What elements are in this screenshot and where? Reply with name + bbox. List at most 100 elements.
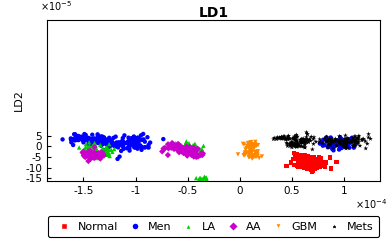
Point xyxy=(109,140,115,144)
Point xyxy=(298,141,304,145)
Point xyxy=(299,155,305,159)
Point xyxy=(85,137,91,141)
Point xyxy=(350,136,356,140)
Point xyxy=(314,162,320,166)
Point xyxy=(131,135,137,138)
Point xyxy=(278,136,284,140)
Point xyxy=(294,164,301,168)
Point xyxy=(105,151,112,155)
Point xyxy=(98,137,105,141)
Point xyxy=(81,138,87,142)
Point xyxy=(190,143,196,147)
Point xyxy=(114,157,121,161)
Point xyxy=(340,139,346,143)
Point xyxy=(178,147,184,151)
Point xyxy=(127,140,133,144)
Point xyxy=(342,139,348,143)
Point xyxy=(244,144,250,148)
Point xyxy=(327,137,333,141)
Point xyxy=(249,145,255,148)
Point xyxy=(174,142,180,146)
Point xyxy=(87,147,94,150)
Point xyxy=(296,158,303,162)
Point xyxy=(68,138,74,142)
Point xyxy=(295,142,301,146)
Point xyxy=(344,136,350,140)
Point xyxy=(175,145,181,149)
Point xyxy=(112,143,118,147)
Point xyxy=(250,144,256,147)
Point xyxy=(247,152,254,156)
Point xyxy=(175,145,181,149)
Point xyxy=(193,176,199,180)
Point xyxy=(280,136,287,140)
Point xyxy=(337,142,343,146)
Point xyxy=(306,157,312,161)
Point xyxy=(294,145,300,149)
Point xyxy=(359,138,365,142)
Point xyxy=(132,137,139,141)
Point xyxy=(292,142,298,146)
Point xyxy=(93,152,100,156)
Point xyxy=(352,141,359,145)
Point xyxy=(302,141,309,145)
Point xyxy=(235,152,241,156)
Point xyxy=(247,142,254,146)
Point xyxy=(100,142,106,146)
Point xyxy=(309,147,316,151)
Point xyxy=(309,163,315,167)
Point xyxy=(242,152,249,156)
Point xyxy=(184,152,191,156)
Point xyxy=(186,141,192,145)
Point xyxy=(336,142,342,146)
Point xyxy=(352,140,358,144)
Point xyxy=(303,130,310,134)
Point xyxy=(113,135,119,139)
Point xyxy=(305,160,311,164)
Point xyxy=(341,140,348,144)
Point xyxy=(85,149,91,153)
Point xyxy=(307,139,314,143)
Point xyxy=(299,141,306,145)
Point xyxy=(317,165,323,169)
Point xyxy=(330,148,337,152)
Point xyxy=(292,134,298,138)
Point xyxy=(91,148,97,152)
Point xyxy=(310,142,317,146)
Point xyxy=(308,159,314,162)
Point xyxy=(92,139,98,143)
Point xyxy=(343,137,349,141)
Point xyxy=(278,135,285,139)
Point xyxy=(287,143,293,147)
Point xyxy=(295,158,301,162)
Point xyxy=(296,159,302,163)
Point xyxy=(310,137,316,141)
Point xyxy=(324,139,330,143)
Point xyxy=(318,159,324,162)
Point xyxy=(327,142,333,146)
Point xyxy=(125,139,131,143)
Point xyxy=(352,134,358,138)
Point xyxy=(341,138,347,142)
Point xyxy=(247,143,253,147)
Point xyxy=(112,144,118,148)
Point xyxy=(296,144,302,148)
Point xyxy=(132,146,138,149)
Point xyxy=(253,152,259,156)
Point xyxy=(175,147,181,151)
Point xyxy=(115,145,121,149)
Point xyxy=(292,138,298,142)
Point xyxy=(104,150,110,154)
Point xyxy=(178,149,185,153)
Point xyxy=(336,137,343,141)
Point xyxy=(249,142,255,146)
Point xyxy=(247,150,253,154)
Point xyxy=(333,143,339,147)
Point xyxy=(92,146,98,149)
Point xyxy=(248,151,254,155)
Point xyxy=(82,155,89,159)
Point xyxy=(117,141,123,145)
Point xyxy=(85,150,91,154)
Point xyxy=(137,143,143,147)
Point xyxy=(242,150,248,154)
